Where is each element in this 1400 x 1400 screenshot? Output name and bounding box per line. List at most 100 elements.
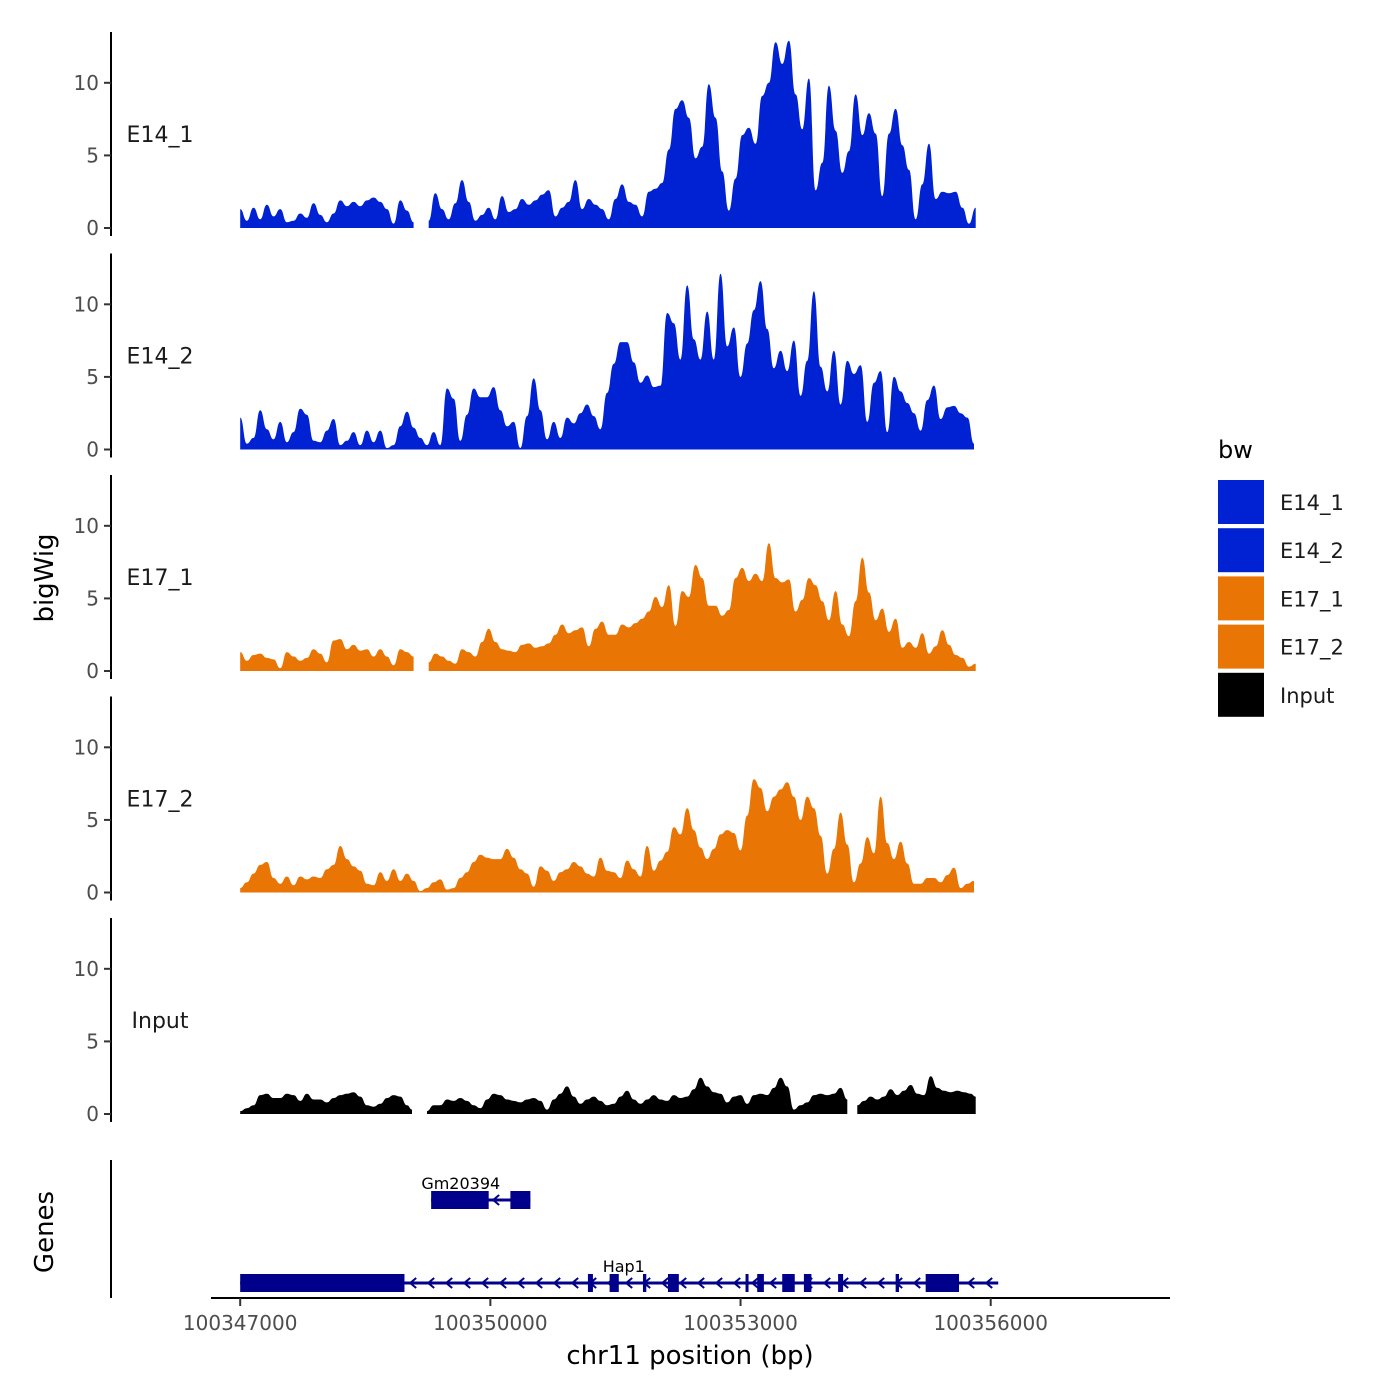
x-axis-title: chr11 position (bp)	[566, 1341, 813, 1371]
legend-label: E17_1	[1280, 587, 1344, 612]
strand-arrow	[732, 1277, 741, 1289]
strand-arrow	[408, 1277, 417, 1289]
y-tick-label: 0	[86, 438, 99, 462]
signal-area-0-0	[240, 197, 414, 228]
gene-exon	[587, 1274, 593, 1292]
strand-arrow	[912, 1277, 921, 1289]
genes-panel: Gm20394 Hap1	[110, 1160, 999, 1298]
strand-arrow	[822, 1277, 831, 1289]
gene-exon	[895, 1274, 899, 1292]
y-tick-label: 0	[86, 216, 99, 240]
y-tick-label: 5	[86, 1029, 99, 1053]
gene-exon	[510, 1191, 531, 1209]
strand-arrow	[498, 1277, 507, 1289]
signal-area-3-0	[240, 779, 974, 893]
y-tick-label: 5	[86, 586, 99, 610]
gene-exon	[782, 1274, 795, 1292]
strand-arrow	[570, 1277, 579, 1289]
y-tick-label: 0	[86, 1102, 99, 1126]
y-tick-label: 10	[74, 292, 99, 316]
signal-area-0-1	[428, 40, 976, 229]
legend-swatch	[1218, 576, 1264, 621]
y-tick-label: 0	[86, 659, 99, 683]
track-label: Input	[132, 1009, 189, 1034]
strand-arrow	[552, 1277, 561, 1289]
track-label: E17_1	[127, 566, 194, 591]
strand-arrow	[858, 1277, 867, 1289]
strand-arrow	[768, 1277, 777, 1289]
track-e14-1: 0 5 10 E14_1	[74, 32, 976, 240]
legend: bw E14_1 E14_2 E17_1 E17_2 Input	[1218, 436, 1344, 717]
genes-axis-title: Genes	[30, 1191, 60, 1273]
gene-exon	[431, 1191, 489, 1209]
x-axis: 100347000 100350000 100353000 100356000	[183, 1297, 1170, 1335]
signal-area-4-2	[857, 1076, 976, 1114]
gene-exon	[838, 1274, 844, 1292]
gene-exon	[757, 1274, 764, 1292]
y-tick-label: 0	[86, 881, 99, 905]
bigwig-tracks: 0 5 10 E14_1 0 5 10 E14_2 0 5 10 E17_1 0 5 10 E17_2 0 5 10…	[74, 32, 976, 1126]
y-tick-label: 5	[86, 143, 99, 167]
gene-hap1: Hap1	[240, 1257, 999, 1292]
legend-label: E17_2	[1280, 636, 1344, 661]
legend-label: E14_2	[1280, 539, 1344, 564]
strand-arrow	[984, 1277, 993, 1289]
y-tick-label: 10	[74, 71, 99, 95]
track-label: E14_1	[127, 123, 194, 148]
signal-area-1-0	[240, 273, 974, 450]
gene-label: Hap1	[603, 1257, 645, 1276]
strand-arrow	[462, 1277, 471, 1289]
legend-label: E14_1	[1280, 491, 1344, 516]
x-tick-label: 100350000	[433, 1311, 548, 1335]
x-tick-label: 100356000	[933, 1311, 1048, 1335]
signal-area-2-0	[240, 639, 414, 671]
gene-exon	[667, 1274, 679, 1292]
legend-swatch	[1218, 480, 1264, 524]
gene-exon	[642, 1274, 647, 1292]
strand-arrow	[696, 1277, 705, 1289]
y-tick-label: 10	[74, 957, 99, 981]
gene-exon	[803, 1274, 812, 1292]
legend-title: bw	[1218, 436, 1253, 464]
signal-area-2-1	[428, 543, 976, 671]
gene-gm20394: Gm20394	[421, 1174, 531, 1209]
strand-arrow	[491, 1194, 500, 1206]
legend-swatch	[1218, 624, 1264, 669]
gene-exon	[745, 1274, 749, 1292]
track-label: E14_2	[127, 345, 194, 370]
track-e14-2: 0 5 10 E14_2	[74, 253, 974, 462]
strand-arrow	[678, 1277, 687, 1289]
strand-arrow	[750, 1277, 759, 1289]
strand-arrow	[516, 1277, 525, 1289]
legend-label: Input	[1280, 684, 1334, 708]
gene-exon	[609, 1274, 619, 1292]
y-tick-label: 10	[74, 735, 99, 759]
strand-arrow	[966, 1277, 975, 1289]
strand-arrow	[624, 1277, 633, 1289]
strand-arrow	[876, 1277, 885, 1289]
signal-area-4-0	[240, 1092, 412, 1114]
legend-swatch	[1218, 528, 1264, 573]
signal-area-4-1	[427, 1077, 848, 1114]
strand-arrow	[426, 1277, 435, 1289]
y-axis-title: bigWig	[30, 533, 60, 622]
gene-label: Gm20394	[421, 1174, 500, 1193]
strand-arrow	[534, 1277, 543, 1289]
y-tick-label: 10	[74, 514, 99, 538]
track-e17-1: 0 5 10 E17_1	[74, 475, 976, 683]
gene-exon	[240, 1274, 405, 1292]
legend-swatch	[1218, 672, 1264, 717]
strand-arrow	[444, 1277, 453, 1289]
track-input: 0 5 10 Input	[74, 918, 976, 1126]
strand-arrow	[660, 1277, 669, 1289]
strand-arrow	[714, 1277, 723, 1289]
track-e17-2: 0 5 10 E17_2	[74, 696, 974, 905]
x-tick-label: 100353000	[683, 1311, 798, 1335]
y-tick-label: 5	[86, 365, 99, 389]
track-label: E17_2	[127, 788, 194, 813]
x-tick-label: 100347000	[183, 1311, 298, 1335]
strand-arrow	[480, 1277, 489, 1289]
y-tick-label: 5	[86, 808, 99, 832]
gene-exon	[925, 1274, 960, 1292]
